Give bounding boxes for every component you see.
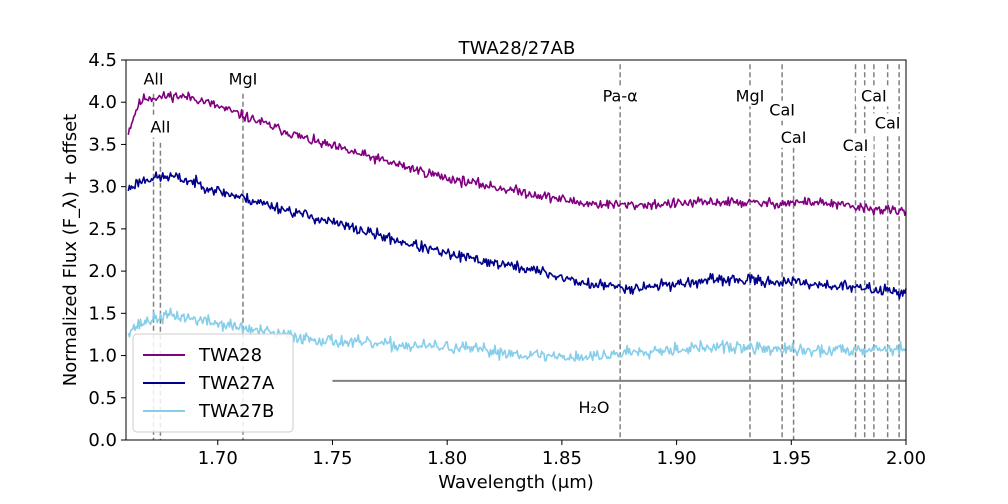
- legend-box: [132, 333, 294, 433]
- line-label-background: [775, 127, 812, 148]
- line-label-background: [602, 86, 639, 107]
- spectral-line-label: AlI: [150, 118, 170, 137]
- y-tick-label: 2.0: [88, 261, 117, 282]
- y-tick-label: 4.5: [88, 50, 117, 71]
- spectral-line-label: CaI: [843, 136, 869, 155]
- line-label-background: [225, 69, 261, 90]
- y-tick-label: 1.0: [88, 346, 117, 367]
- x-tick-label: 1.75: [312, 448, 352, 469]
- x-tick-label: 1.90: [657, 448, 697, 469]
- line-label-background: [855, 86, 892, 107]
- y-tick-label: 0.0: [88, 430, 117, 451]
- y-tick-label: 0.5: [88, 388, 117, 409]
- h2o-band-label: H₂O: [578, 398, 609, 417]
- chart-title: TWA28/27AB: [458, 38, 576, 59]
- spectral-line-label: CaI: [861, 86, 887, 105]
- series-layer: [127, 90, 907, 362]
- y-tick-label: 3.0: [88, 177, 117, 198]
- series-line: [127, 307, 907, 362]
- line-label-background: [764, 100, 801, 121]
- spectral-line-label: CaI: [781, 128, 807, 147]
- legend-entry: TWA27A: [198, 373, 275, 394]
- spectral-line-label: Pa-α: [603, 86, 638, 105]
- spectral-line-label: MgI: [736, 86, 765, 105]
- y-axis-label: Normalized Flux (F_λ) + offset: [60, 114, 81, 386]
- y-tick-label: 1.5: [88, 303, 117, 324]
- legend-entry: TWA27B: [198, 401, 274, 422]
- spectral-line-label: CaI: [875, 113, 901, 132]
- x-tick-label: 1.70: [198, 448, 238, 469]
- line-label-background: [837, 136, 874, 157]
- line-label-background: [869, 113, 906, 134]
- series-line: [127, 171, 907, 300]
- x-tick-label: 1.95: [771, 448, 811, 469]
- spectral-line-label: MgI: [229, 69, 258, 88]
- line-label-background: [135, 69, 172, 90]
- x-tick-label: 2.00: [886, 448, 926, 469]
- y-tick-label: 2.5: [88, 219, 117, 240]
- plot-frame: [125, 59, 907, 441]
- h2o-band-layer: H₂O: [332, 379, 906, 417]
- x-tick-label: 1.85: [542, 448, 582, 469]
- legend: TWA28 TWA27A TWA27B: [132, 333, 294, 433]
- line-label-background: [732, 86, 768, 107]
- legend-entry: TWA28: [198, 345, 262, 366]
- line-label-background: [142, 117, 179, 138]
- spectral-line-label: CaI: [769, 101, 795, 120]
- y-tick-label: 3.5: [88, 134, 117, 155]
- y-tick-label: 4.0: [88, 92, 117, 113]
- y-axis: 0.0 0.5 1.0 1.5 2.0 2.5 3.0 3.5 4.0 4.5: [88, 50, 126, 451]
- x-tick-label: 1.80: [427, 448, 467, 469]
- x-axis: 1.70 1.75 1.80 1.85 1.90 1.95 2.00: [198, 440, 926, 469]
- spectral-line-label: AlI: [143, 69, 163, 88]
- spectral-lines-layer: [152, 64, 900, 440]
- x-axis-label: Wavelength (μm): [438, 472, 594, 493]
- series-line: [127, 90, 907, 216]
